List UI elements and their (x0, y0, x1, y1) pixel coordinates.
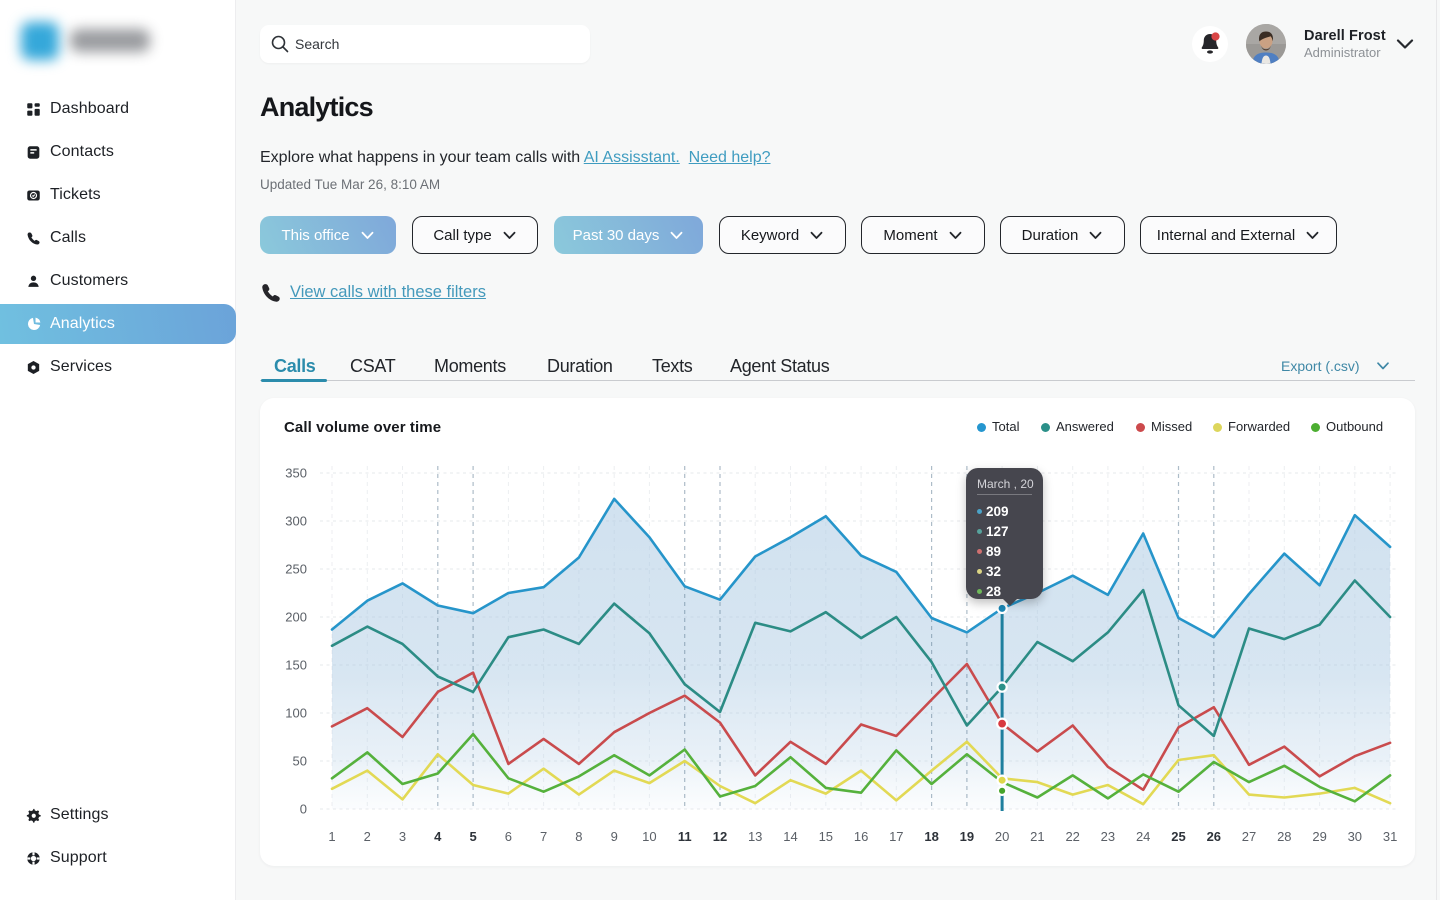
svg-text:25: 25 (1171, 829, 1185, 844)
svg-text:350: 350 (285, 466, 307, 481)
svg-text:20: 20 (995, 829, 1009, 844)
svg-text:300: 300 (285, 514, 307, 529)
svg-text:12: 12 (713, 829, 727, 844)
svg-text:24: 24 (1136, 829, 1150, 844)
svg-text:23: 23 (1101, 829, 1115, 844)
svg-text:17: 17 (889, 829, 903, 844)
svg-text:13: 13 (748, 829, 762, 844)
svg-text:200: 200 (285, 610, 307, 625)
svg-text:30: 30 (1348, 829, 1362, 844)
svg-text:18: 18 (924, 829, 938, 844)
svg-text:21: 21 (1030, 829, 1044, 844)
svg-text:19: 19 (960, 829, 974, 844)
svg-text:150: 150 (285, 658, 307, 673)
svg-text:0: 0 (300, 802, 307, 817)
svg-text:4: 4 (434, 829, 442, 844)
svg-text:7: 7 (540, 829, 547, 844)
svg-text:6: 6 (505, 829, 512, 844)
svg-text:22: 22 (1065, 829, 1079, 844)
svg-text:28: 28 (1277, 829, 1291, 844)
svg-text:29: 29 (1312, 829, 1326, 844)
svg-text:31: 31 (1383, 829, 1397, 844)
svg-text:100: 100 (285, 706, 307, 721)
svg-text:8: 8 (575, 829, 582, 844)
svg-text:2: 2 (364, 829, 371, 844)
svg-text:250: 250 (285, 562, 307, 577)
svg-text:11: 11 (678, 829, 692, 844)
svg-text:1: 1 (328, 829, 335, 844)
svg-text:3: 3 (399, 829, 406, 844)
svg-text:27: 27 (1242, 829, 1256, 844)
svg-text:10: 10 (642, 829, 656, 844)
svg-text:5: 5 (469, 829, 476, 844)
svg-text:16: 16 (854, 829, 868, 844)
svg-text:9: 9 (611, 829, 618, 844)
svg-text:14: 14 (783, 829, 797, 844)
svg-text:50: 50 (293, 754, 307, 769)
svg-text:15: 15 (819, 829, 833, 844)
svg-text:26: 26 (1207, 829, 1221, 844)
